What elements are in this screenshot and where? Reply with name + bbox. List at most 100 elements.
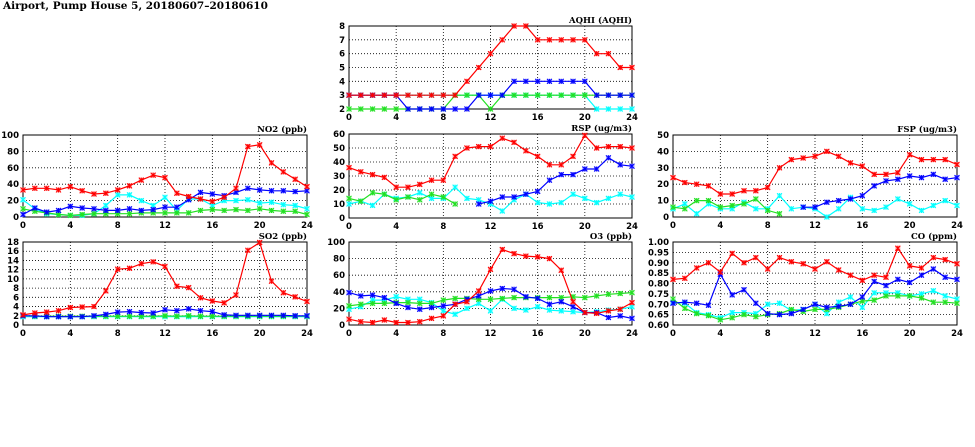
data-point xyxy=(570,92,576,99)
data-point xyxy=(475,143,482,150)
marker-star xyxy=(534,188,541,195)
data-point xyxy=(534,92,541,99)
marker-star xyxy=(138,177,145,183)
marker-star xyxy=(304,205,310,212)
marker-star xyxy=(581,78,588,85)
series-line xyxy=(672,198,780,215)
chart-6: 0.600.650.700.750.800.850.900.951.00 0 4 8 1… xyxy=(648,231,963,339)
marker-star xyxy=(693,197,700,204)
data-point xyxy=(954,300,960,307)
marker-star xyxy=(209,313,216,320)
data-point xyxy=(764,310,771,317)
marker-star xyxy=(393,300,400,307)
data-point xyxy=(416,300,423,307)
data-point xyxy=(776,192,783,199)
data-point xyxy=(593,106,600,112)
x-tick-label: 24 xyxy=(626,329,638,339)
data-point xyxy=(894,293,901,299)
data-point xyxy=(162,210,168,216)
marker-star xyxy=(405,194,411,200)
marker-star xyxy=(776,164,783,171)
x-tick-label: 8 xyxy=(440,222,446,232)
marker-star xyxy=(138,207,145,214)
marker-star xyxy=(280,208,287,215)
data-point xyxy=(534,78,541,85)
data-point xyxy=(304,211,310,218)
marker-star xyxy=(393,196,400,203)
data-point xyxy=(369,189,376,196)
marker-star xyxy=(185,284,192,291)
marker-star xyxy=(393,92,400,99)
data-point xyxy=(369,319,376,326)
data-point xyxy=(871,297,878,303)
marker-star xyxy=(162,194,168,201)
marker-star xyxy=(930,266,937,272)
data-point xyxy=(381,174,388,181)
marker-star xyxy=(871,289,878,296)
data-point xyxy=(906,293,913,299)
data-point xyxy=(681,205,688,212)
marker-star xyxy=(499,92,506,99)
marker-star xyxy=(823,214,830,220)
marker-star xyxy=(79,187,86,194)
marker-star xyxy=(570,303,576,310)
x-tick-label: 12 xyxy=(159,329,171,339)
marker-star xyxy=(605,143,612,150)
marker-star xyxy=(55,207,62,214)
y-tick-label: 100 xyxy=(327,238,345,248)
marker-star xyxy=(43,209,50,215)
data-point xyxy=(823,258,830,265)
marker-star xyxy=(209,298,216,304)
marker-star xyxy=(256,141,263,148)
marker-star xyxy=(593,145,600,151)
marker-star xyxy=(464,106,470,112)
marker-star xyxy=(693,181,700,188)
data-point xyxy=(487,198,494,205)
marker-star xyxy=(570,308,576,315)
data-point xyxy=(534,303,541,310)
data-point xyxy=(918,207,925,214)
marker-star xyxy=(511,294,517,301)
data-point xyxy=(452,301,458,308)
marker-star xyxy=(523,191,529,198)
series-red xyxy=(20,239,310,318)
marker-star xyxy=(244,312,251,319)
y-tick-label: 30 xyxy=(333,172,345,182)
marker-star xyxy=(729,202,736,209)
data-point xyxy=(416,92,423,99)
marker-star xyxy=(812,301,818,308)
y-tick-label: 0.95 xyxy=(648,248,669,258)
series-line xyxy=(803,173,958,208)
data-point xyxy=(546,177,553,184)
data-point xyxy=(859,277,866,284)
marker-star xyxy=(280,201,287,208)
marker-star xyxy=(346,316,352,323)
data-point xyxy=(764,266,771,272)
marker-star xyxy=(138,260,145,267)
data-point xyxy=(369,202,376,209)
marker-star xyxy=(894,293,901,299)
data-point xyxy=(918,156,925,163)
data-point xyxy=(847,272,854,279)
marker-star xyxy=(475,288,482,294)
x-tick-label: 16 xyxy=(856,329,868,339)
marker-star xyxy=(268,278,275,285)
data-point xyxy=(499,135,506,142)
y-tick-label: 80 xyxy=(7,147,19,157)
data-point xyxy=(256,205,263,212)
marker-star xyxy=(681,205,688,212)
marker-star xyxy=(440,177,447,184)
data-point xyxy=(617,313,624,319)
data-point xyxy=(823,304,830,311)
data-point xyxy=(428,195,435,202)
data-point xyxy=(511,92,517,99)
series-green xyxy=(346,189,458,207)
marker-star xyxy=(847,301,854,308)
data-point xyxy=(173,190,180,197)
x-tick-label: 24 xyxy=(626,113,638,123)
data-point xyxy=(523,147,529,154)
data-point xyxy=(138,177,145,183)
y-tick-label: 20 xyxy=(333,186,345,196)
marker-star xyxy=(381,92,388,99)
data-point xyxy=(357,301,364,308)
